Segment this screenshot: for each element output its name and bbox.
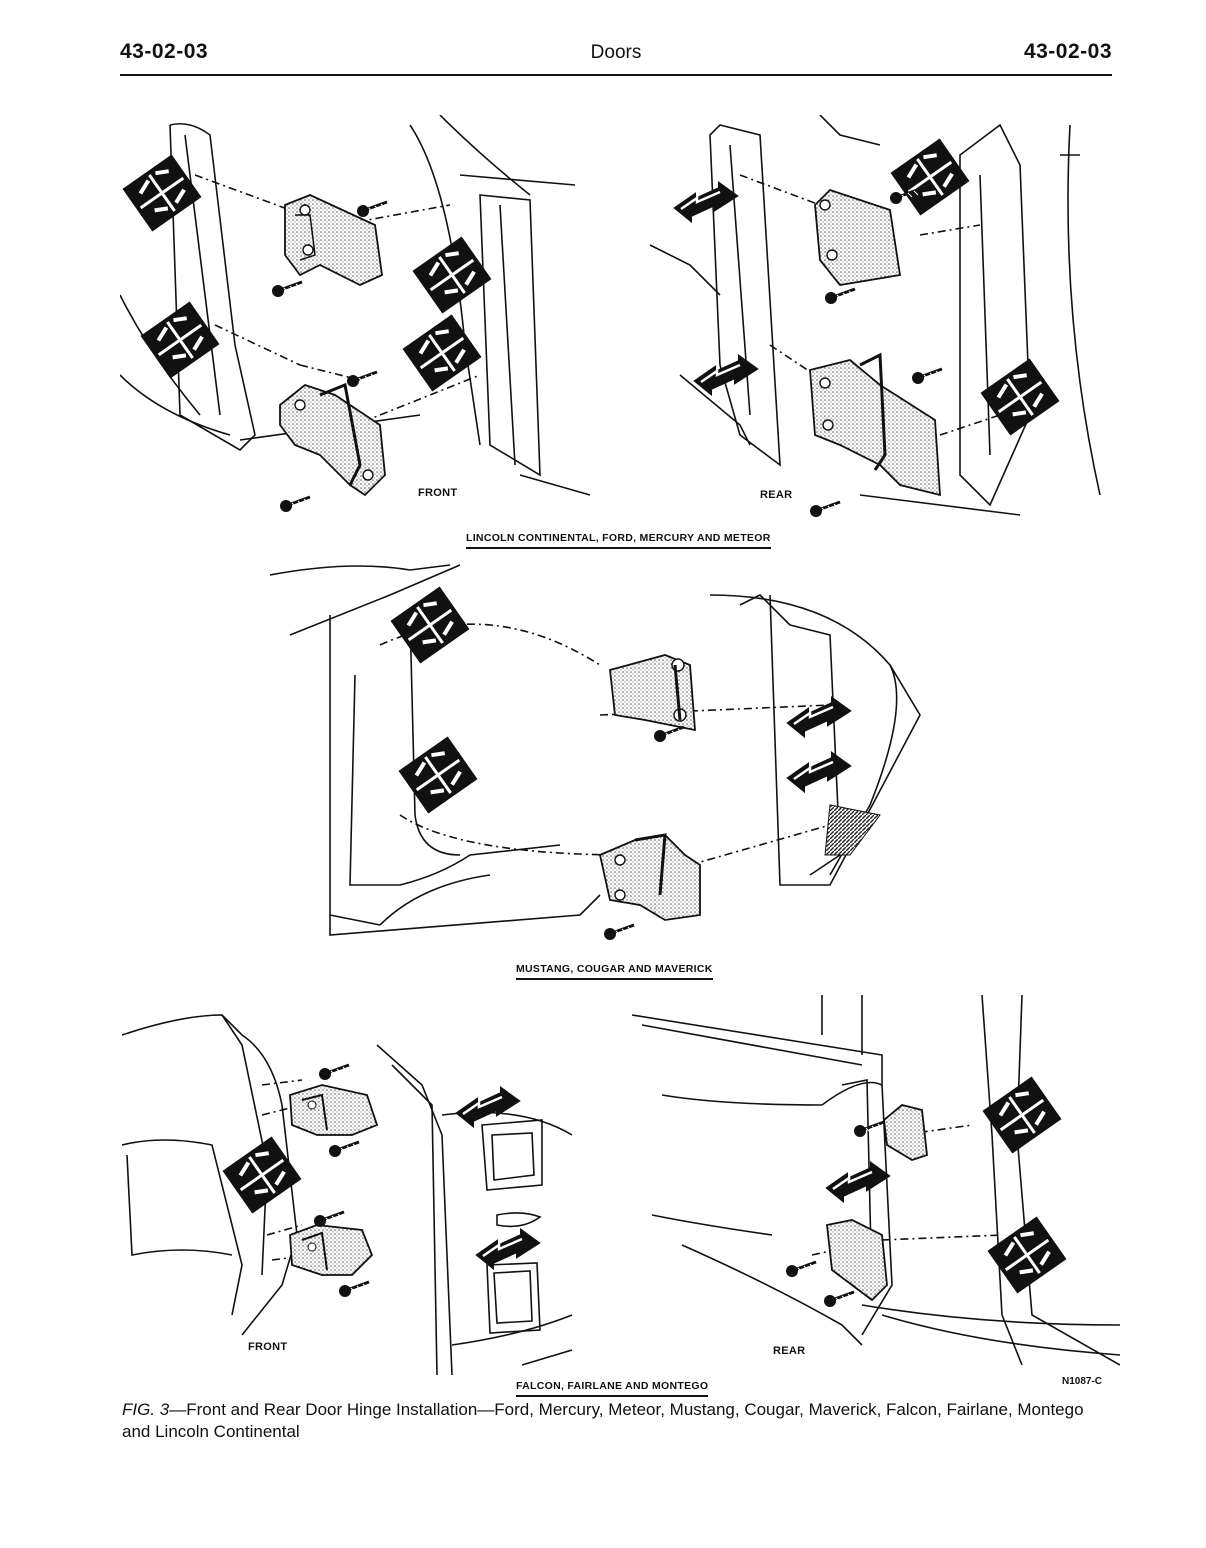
figure-caption-text: —Front and Rear Door Hinge Installation—… bbox=[122, 1400, 1084, 1441]
page-header: 43-02-03 Doors 43-02-03 bbox=[120, 38, 1112, 76]
figure-number: FIG. 3 bbox=[122, 1400, 170, 1419]
figure-falcon-fairlane-montego: FRONT REAR bbox=[122, 985, 1120, 1375]
figure-caption-mustang-cougar-maverick: MUSTANG, COUGAR AND MAVERICK bbox=[516, 963, 713, 980]
hinge-illustration-compact bbox=[270, 564, 921, 942]
figure-lincoln-ford-mercury-meteor: FRONT REAR bbox=[120, 115, 1115, 525]
figure-caption: FIG. 3—Front and Rear Door Hinge Install… bbox=[122, 1399, 1112, 1443]
section-code-right: 43-02-03 bbox=[1023, 40, 1112, 63]
drawing-code: N1087-C bbox=[1062, 1376, 1103, 1387]
front-label: FRONT bbox=[418, 487, 458, 499]
figure-mustang-cougar-maverick bbox=[270, 555, 930, 955]
front-label-lower: FRONT bbox=[248, 1341, 288, 1353]
rear-label-lower: REAR bbox=[773, 1345, 806, 1357]
page-title: Doors bbox=[590, 42, 642, 63]
hinge-illustration-full-size bbox=[120, 115, 1101, 519]
hinge-illustration-intermediate bbox=[122, 994, 1120, 1375]
rear-label: REAR bbox=[760, 489, 793, 501]
figure-caption-falcon-fairlane-montego: FALCON, FAIRLANE AND MONTEGO bbox=[516, 1380, 709, 1397]
figure-caption-lincoln-ford-mercury-meteor: LINCOLN CONTINENTAL, FORD, MERCURY AND M… bbox=[466, 532, 771, 549]
section-code-left: 43-02-03 bbox=[120, 40, 209, 63]
